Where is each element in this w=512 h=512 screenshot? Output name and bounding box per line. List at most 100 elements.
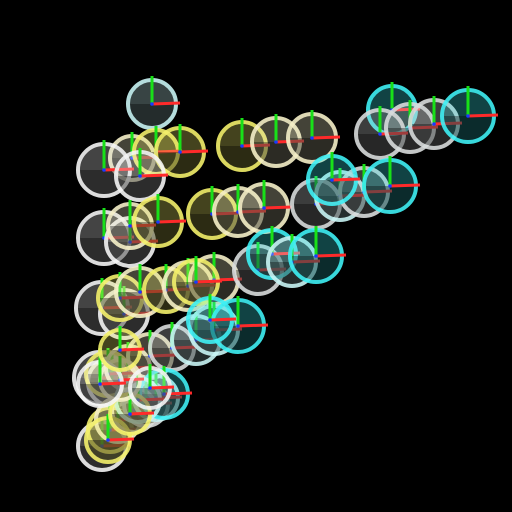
x-axis-line [103,167,135,172]
z-axis-dot [262,206,266,210]
z-axis-dot [100,444,104,448]
z-axis-dot [102,168,106,172]
x-axis-line [139,173,169,178]
z-axis-dot [314,254,318,258]
x-axis-line [237,209,267,214]
z-axis-dot [128,240,132,244]
z-axis-dot [432,122,436,126]
z-axis-dot [148,386,152,390]
z-axis-dot [106,438,110,442]
x-axis-line [171,345,199,350]
x-axis-line [331,177,361,182]
z-axis-dot [138,174,142,178]
marker-shadow [190,320,230,340]
pose-marker [154,124,209,178]
z-axis-dot [388,184,392,188]
x-axis-line [241,143,271,148]
z-axis-dot [378,132,382,136]
marker-shadow [158,152,202,174]
z-axis-dot [208,318,212,322]
x-axis-line [155,149,183,154]
z-axis-dot [98,382,102,386]
x-axis-line [467,113,499,118]
x-axis-line [339,193,369,198]
z-axis-dot [128,412,132,416]
x-axis-line [99,381,127,386]
marker-shadow [108,242,152,264]
x-axis-line [119,295,147,300]
z-axis-dot [162,392,166,396]
pose-marker [440,86,499,144]
pose-marker-group [72,76,499,472]
pose-marker [210,296,269,354]
x-axis-line [165,287,193,292]
x-axis-line [149,385,175,390]
pose-marker [132,194,187,248]
x-axis-line [291,259,321,264]
x-axis-line [311,135,341,140]
x-axis-line [179,149,209,154]
z-axis-dot [118,348,122,352]
z-axis-dot [310,136,314,140]
marker-shadow [110,226,150,246]
x-axis-line [195,279,223,284]
marker-shadow [132,388,168,406]
z-axis-dot [118,296,122,300]
pose-marker [114,148,169,202]
x-axis-line [433,121,463,126]
x-axis-line [99,375,131,380]
z-axis-dot [128,224,132,228]
z-axis-dot [274,140,278,144]
x-axis-line [409,125,439,130]
marker-shadow [112,414,148,432]
marker-shadow [294,204,338,226]
pose-marker [288,226,347,284]
marker-shadow [290,138,334,160]
x-axis-line [271,251,301,256]
marker-shadow [80,384,120,404]
pose-marker [104,214,159,268]
x-axis-line [149,353,177,358]
x-axis-line [257,267,287,272]
z-axis-dot [178,150,182,154]
x-axis-line [107,437,135,442]
marker-shadow [292,256,340,280]
z-axis-dot [194,280,198,284]
x-axis-line [237,323,269,328]
marker-shadow [102,350,138,368]
x-axis-line [157,219,187,224]
marker-shadow [118,176,162,198]
marker-shadow [236,270,280,292]
pose-marker [286,110,341,164]
z-axis-dot [330,178,334,182]
marker-shadow [250,254,294,276]
pose-marker [238,180,293,234]
x-axis-line [315,253,347,258]
pose-marker [186,294,237,344]
marker-shadow [174,340,218,362]
marker-shadow [444,116,492,140]
pose-marker [76,358,127,408]
marker-shadow [130,104,174,126]
marker-shadow [88,440,128,460]
x-axis-line [211,211,241,216]
x-axis-line [151,101,181,106]
pose-marker [98,326,145,372]
pose-marker [186,186,241,240]
marker-shadow [242,208,286,230]
x-axis-line [119,347,145,352]
z-axis-dot [150,102,154,106]
pose-marker [126,76,181,130]
x-axis-line [209,317,237,322]
marker-shadow [310,180,354,202]
marker-shadow [214,326,262,350]
x-axis-line [389,183,421,188]
marker-shadow [254,142,298,164]
z-axis-dot [240,144,244,148]
z-axis-dot [138,290,142,294]
pose-marker [362,156,421,214]
x-axis-line [129,411,155,416]
z-axis-dot [156,220,160,224]
marker-shadow [136,222,180,244]
